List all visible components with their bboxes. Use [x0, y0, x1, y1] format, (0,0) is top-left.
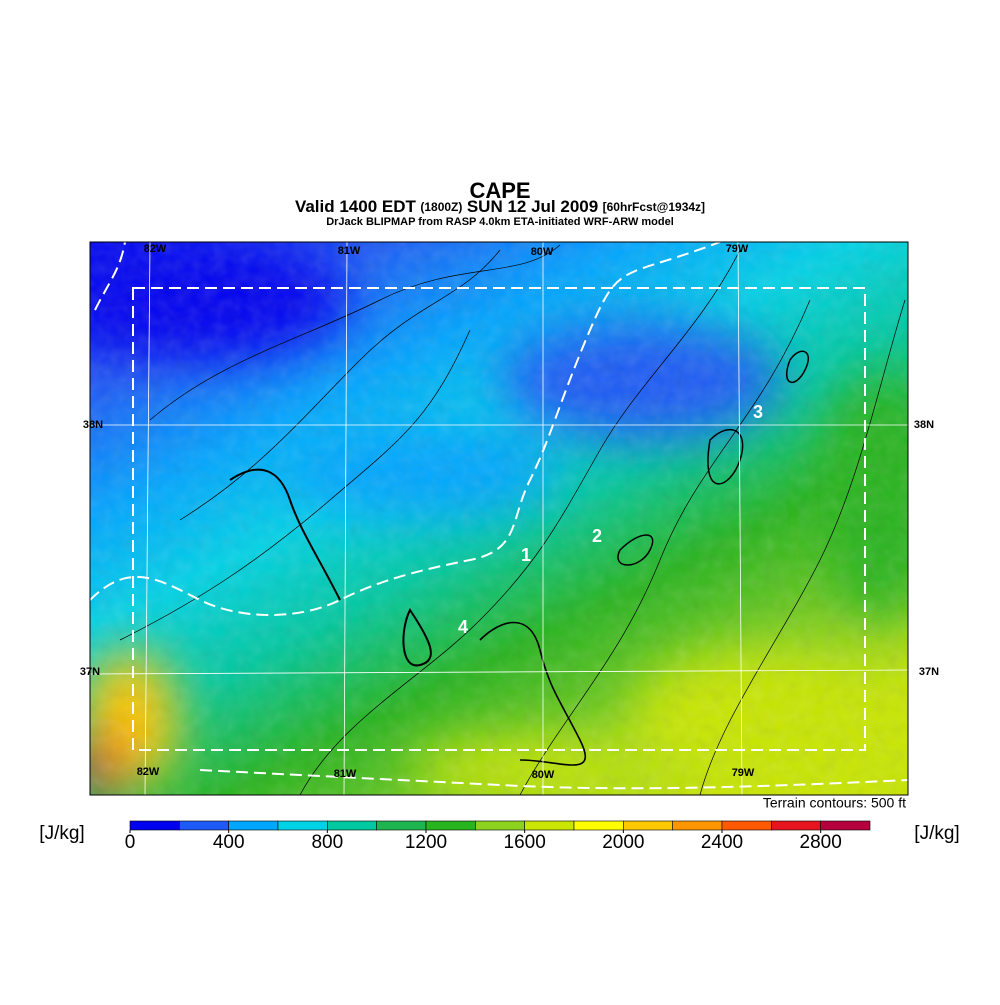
- graticule: [90, 242, 908, 795]
- tick-label: 2400: [701, 832, 743, 853]
- tick-label: 1200: [405, 832, 447, 853]
- tick-label: 2800: [800, 832, 842, 853]
- lon-label: 81W: [338, 245, 361, 257]
- color-box: [228, 820, 279, 831]
- map-labels: 82W 81W 80W 79W 82W 81W 80W 79W 38N 37N …: [80, 243, 939, 811]
- color-box: [721, 820, 772, 831]
- lon-label: 79W: [732, 767, 755, 779]
- lon-label: 80W: [532, 769, 555, 781]
- tick-label: 800: [311, 832, 343, 853]
- color-box: [820, 820, 871, 831]
- color-box: [327, 820, 377, 831]
- color-box: [129, 820, 180, 831]
- source: DrJack BLIPMAP from RASP 4.0km ETA-initi…: [326, 216, 674, 228]
- site-label: 3: [753, 402, 763, 422]
- forecast: [60hrFcst@1934z]: [603, 200, 705, 214]
- tick-label: 2000: [602, 832, 644, 853]
- color-box: [376, 820, 427, 831]
- lat-label: 37N: [80, 666, 100, 678]
- lat-label: 38N: [914, 419, 934, 431]
- tick-label: 0: [125, 832, 136, 853]
- lon-label: 80W: [531, 246, 554, 258]
- contour-note: Terrain contours: 500 ft: [763, 795, 906, 811]
- color-box: [524, 820, 575, 831]
- color-box: [277, 820, 328, 831]
- lon-label: 82W: [144, 243, 167, 255]
- site-label: 4: [458, 617, 468, 637]
- utc: (1800Z): [420, 200, 462, 214]
- color-box: [771, 820, 821, 831]
- date: SUN 12 Jul 2009: [467, 197, 598, 216]
- title: CAPE: [469, 178, 530, 203]
- texture: [90, 242, 908, 795]
- lon-label: 82W: [137, 766, 160, 778]
- site-label: 2: [592, 526, 602, 546]
- lat-label: 38N: [83, 419, 103, 431]
- subtitle: Valid 1400 EDT (1800Z) SUN 12 Jul 2009 […: [295, 197, 705, 216]
- unit-label: [J/kg]: [39, 823, 84, 844]
- tick-label: 1600: [504, 832, 546, 853]
- map: [90, 242, 908, 795]
- unit-label: [J/kg]: [914, 823, 959, 844]
- header: CAPE Valid 1400 EDT (1800Z) SUN 12 Jul 2…: [295, 178, 705, 228]
- lon-label: 81W: [334, 768, 357, 780]
- color-box: [179, 820, 229, 831]
- map-frame: [89, 241, 909, 796]
- site-label: 1: [521, 545, 531, 565]
- color-box: [623, 820, 673, 831]
- color-box: [425, 820, 476, 831]
- boundaries: [90, 242, 908, 790]
- color-box: [672, 820, 723, 831]
- colorbar: [J/kg] [J/kg] 0 400 800 1200 1600 2000 2400 280…: [39, 820, 960, 853]
- tick-label: 400: [213, 832, 245, 853]
- valid: Valid 1400 EDT: [295, 197, 417, 216]
- lon-label: 79W: [726, 243, 749, 255]
- lat-label: 37N: [919, 666, 939, 678]
- color-box: [573, 820, 624, 831]
- color-box: [475, 820, 525, 831]
